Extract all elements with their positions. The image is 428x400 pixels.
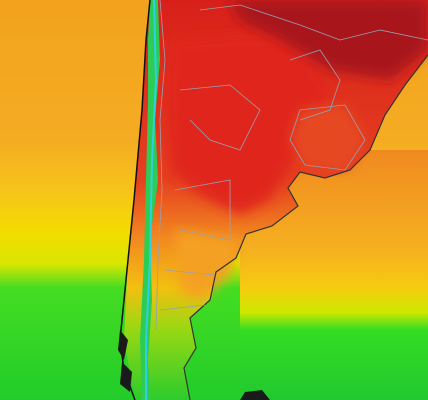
pacific-coastline <box>119 0 151 400</box>
uruguay-border <box>289 104 366 171</box>
island <box>120 362 132 392</box>
chile-argentina-border <box>155 0 166 331</box>
hottest-zone <box>230 0 428 80</box>
andes-peaks <box>145 0 158 400</box>
province-borders-north <box>179 84 261 151</box>
atlantic-coastline <box>183 54 428 400</box>
province-borders-center <box>174 179 231 241</box>
borders <box>155 0 428 331</box>
island <box>240 390 270 400</box>
pampa-zone <box>175 230 240 300</box>
province-borders-south <box>159 269 216 311</box>
northern-border <box>199 4 428 41</box>
hot-core <box>165 30 330 215</box>
uruguay-zone <box>290 105 365 170</box>
island <box>118 330 128 360</box>
chilean-islands <box>118 330 270 400</box>
paraguay-border <box>289 49 341 121</box>
